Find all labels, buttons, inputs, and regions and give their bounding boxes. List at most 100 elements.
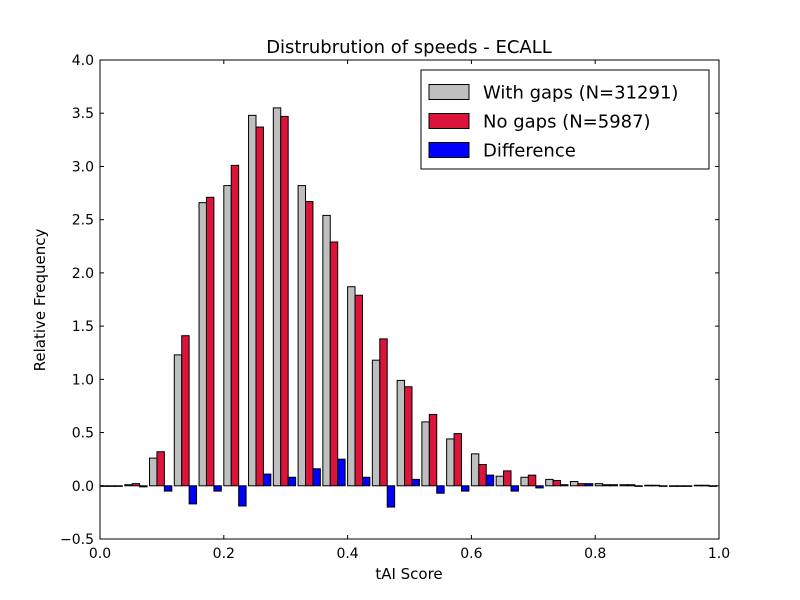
bar-s1-b21 — [626, 484, 636, 487]
bar-s2-b5 — [238, 485, 247, 507]
bar-s0-b4 — [198, 202, 207, 487]
y-axis-ticks: −0.5 0.0 0.5 1.0 1.5 2.0 2.5 3.0 3.5 4.0 — [60, 53, 719, 548]
bar-s0-b11 — [371, 359, 381, 487]
bar-s0-b5 — [223, 185, 232, 487]
bar-s0-b15 — [470, 453, 480, 487]
bar-s2-b15 — [485, 474, 495, 487]
bar-s1-b24 — [701, 484, 710, 487]
bar-s1-b6 — [255, 126, 264, 487]
bar-s0-b13 — [421, 421, 430, 487]
bar-s2-b23 — [683, 485, 693, 487]
bar-s0-b18 — [545, 478, 554, 487]
bar-s1-b14 — [453, 433, 463, 487]
bar-s1-b0 — [106, 485, 116, 487]
bar-s2-b0 — [114, 485, 123, 487]
bar-s1-b15 — [478, 463, 487, 487]
bar-s1-b20 — [602, 484, 611, 487]
bar-s1-b1 — [131, 483, 141, 487]
bar-s2-b1 — [139, 485, 148, 488]
legend-label-2: Difference — [483, 141, 576, 162]
x-tick-label-1: 0.2 — [213, 546, 235, 562]
y-tick-label-3: 1.0 — [72, 372, 94, 388]
legend-label-0: With gaps (N=31291) — [483, 83, 678, 104]
bar-s1-b12 — [404, 386, 413, 487]
bar-s2-b20 — [609, 484, 618, 487]
y-tick-label-6: 2.5 — [72, 213, 94, 229]
x-tick-label-5: 1.0 — [708, 546, 730, 562]
bar-s1-b7 — [280, 115, 289, 487]
bar-s2-b16 — [510, 485, 519, 492]
x-tick-label-3: 0.6 — [460, 546, 482, 562]
bar-s1-b9 — [329, 241, 339, 487]
legend-swatch-2 — [428, 142, 470, 158]
bar-s2-b18 — [560, 484, 569, 487]
bar-s0-b16 — [495, 475, 505, 487]
bar-s2-b21 — [634, 485, 643, 487]
y-tick-label-2: 0.5 — [72, 426, 94, 442]
plot-frame — [99, 59, 720, 540]
bar-s1-b2 — [156, 451, 165, 487]
bar-s1-b22 — [651, 484, 661, 487]
bar-s0-b17 — [520, 476, 529, 487]
bar-s0-b1 — [124, 484, 133, 487]
x-tick-label-4: 0.8 — [584, 546, 606, 562]
bar-s2-b19 — [584, 483, 594, 487]
bar-s1-b16 — [503, 470, 512, 487]
y-axis-label: Relative Frequency — [31, 229, 49, 372]
bar-s1-b19 — [577, 483, 586, 487]
y-tick-label-5: 2.0 — [72, 266, 94, 282]
x-tick-label-2: 0.4 — [336, 546, 358, 562]
y-tick-label-7: 3.0 — [72, 159, 94, 175]
y-tick-label-4: 1.5 — [72, 319, 94, 335]
legend: With gaps (N=31291) No gaps (N=5987) Diffe… — [420, 69, 710, 170]
bar-s1-b17 — [527, 474, 537, 487]
bar-s0-b7 — [272, 107, 282, 487]
bar-s2-b13 — [436, 485, 445, 494]
bar-s1-b4 — [205, 196, 215, 487]
x-tick-label-0: 0.0 — [89, 546, 111, 562]
bar-s0-b23 — [668, 485, 678, 487]
bar-s0-b24 — [693, 484, 703, 487]
legend-swatch-0 — [428, 84, 470, 100]
y-tick-label-1: 0.0 — [72, 479, 94, 495]
bar-s1-b18 — [552, 479, 562, 487]
bar-s2-b7 — [287, 476, 297, 487]
bar-s2-b17 — [535, 485, 544, 489]
bar-s0-b9 — [322, 214, 331, 487]
bar-s0-b10 — [347, 286, 356, 487]
chart-title: Distrubrution of speeds - ECALL — [266, 37, 552, 58]
bar-s2-b4 — [213, 485, 222, 492]
bar-s1-b8 — [305, 201, 314, 487]
bar-s1-b13 — [428, 413, 438, 487]
bar-s0-b14 — [446, 438, 455, 487]
bar-s0-b20 — [594, 483, 604, 487]
x-axis-label: tAI Score — [375, 565, 442, 583]
bar-s0-b6 — [248, 114, 257, 487]
bar-s2-b11 — [386, 485, 396, 508]
bar-s2-b9 — [337, 458, 346, 487]
bar-s2-b10 — [361, 476, 371, 487]
y-tick-label-9: 4.0 — [72, 53, 94, 69]
bar-s1-b10 — [354, 294, 363, 487]
legend-swatch-1 — [428, 113, 470, 129]
bar-s0-b8 — [297, 185, 307, 487]
legend-label-1: No gaps (N=5987) — [483, 112, 651, 133]
y-tick-label-0: −0.5 — [60, 532, 94, 548]
bar-s0-b21 — [619, 484, 628, 487]
bar-s0-b2 — [149, 457, 158, 487]
y-tick-label-8: 3.5 — [72, 106, 94, 122]
bar-s1-b11 — [379, 338, 388, 487]
bar-s0-b3 — [173, 354, 183, 487]
bar-s1-b23 — [676, 485, 685, 487]
bar-s2-b12 — [411, 478, 420, 487]
bars-group — [99, 107, 718, 508]
bar-s2-b3 — [188, 485, 198, 505]
bar-s0-b19 — [569, 481, 579, 487]
bar-s2-b6 — [262, 473, 272, 487]
bar-s1-b3 — [181, 335, 190, 487]
bar-s0-b12 — [396, 379, 406, 487]
bar-s0-b22 — [644, 484, 653, 487]
bar-s2-b14 — [461, 485, 470, 492]
bar-s2-b2 — [163, 485, 173, 492]
